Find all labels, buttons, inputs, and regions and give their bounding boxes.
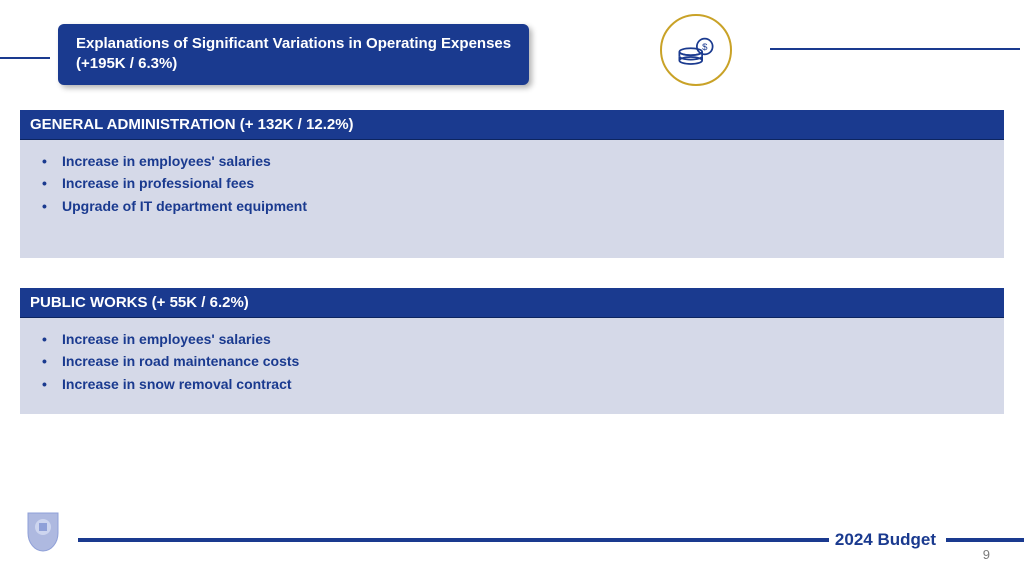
list-item: Increase in snow removal contract bbox=[48, 373, 994, 395]
list-item: Increase in road maintenance costs bbox=[48, 350, 994, 372]
svg-text:$: $ bbox=[702, 42, 708, 53]
section-body: Increase in employees' salariesIncrease … bbox=[20, 140, 1004, 258]
section-header: GENERAL ADMINISTRATION (+ 132K / 12.2%) bbox=[20, 110, 1004, 140]
footer-rule-right bbox=[946, 538, 1024, 542]
section-header: PUBLIC WORKS (+ 55K / 6.2%) bbox=[20, 288, 1004, 318]
footer-rule-left bbox=[78, 538, 829, 542]
money-stack-icon: $ bbox=[660, 14, 732, 86]
header-row: Explanations of Significant Variations i… bbox=[0, 24, 1024, 85]
slide-title-box: Explanations of Significant Variations i… bbox=[58, 24, 529, 85]
list-item: Increase in professional fees bbox=[48, 172, 994, 194]
list-item: Increase in employees' salaries bbox=[48, 150, 994, 172]
header-rule-left bbox=[0, 57, 50, 59]
slide-title-line1: Explanations of Significant Variations i… bbox=[76, 34, 511, 54]
slide-footer: 2024 Budget 9 bbox=[0, 518, 1024, 558]
content-section: GENERAL ADMINISTRATION (+ 132K / 12.2%)I… bbox=[20, 110, 1004, 258]
header-rule-right bbox=[770, 48, 1020, 50]
list-item: Upgrade of IT department equipment bbox=[48, 195, 994, 217]
list-item: Increase in employees' salaries bbox=[48, 328, 994, 350]
crest-logo-icon bbox=[24, 509, 62, 558]
footer-label: 2024 Budget bbox=[835, 530, 936, 550]
content-section: PUBLIC WORKS (+ 55K / 6.2%)Increase in e… bbox=[20, 288, 1004, 414]
section-body: Increase in employees' salariesIncrease … bbox=[20, 318, 1004, 414]
page-number: 9 bbox=[983, 547, 990, 562]
slide-title-line2: (+195K / 6.3%) bbox=[76, 54, 511, 74]
